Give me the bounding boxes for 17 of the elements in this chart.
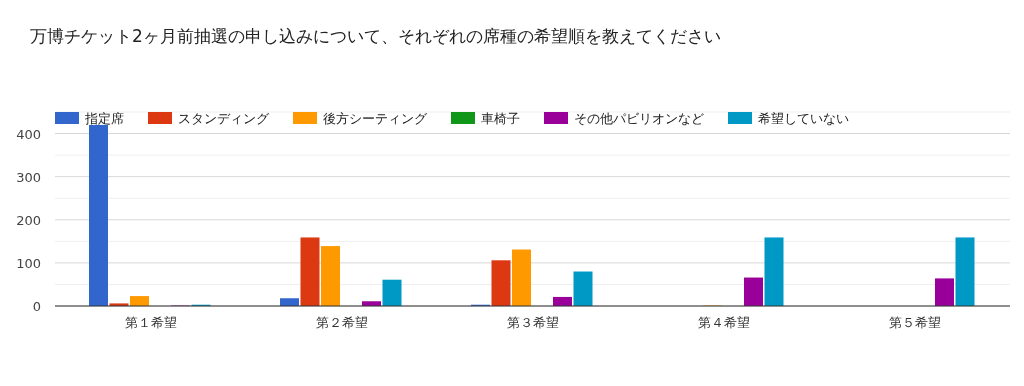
- legend-label: 車椅子: [481, 111, 520, 126]
- legend-label: その他パビリオンなど: [574, 111, 704, 126]
- title: 万博チケット2ヶ月前抽選の申し込みについて、それぞれの席種の希望順を教えてください: [30, 26, 721, 46]
- x-tick-label: 第２希望: [315, 315, 368, 330]
- x-tick-label: 第５希望: [888, 315, 941, 330]
- y-tick-label: 400: [16, 126, 41, 142]
- y-tick-label: 100: [16, 255, 41, 271]
- legend-label: 指定席: [84, 111, 124, 126]
- x-tick-label: 第３希望: [506, 315, 559, 330]
- x-tick-label: 第４希望: [697, 315, 750, 330]
- y-tick-label: 0: [32, 299, 41, 314]
- y-tick-label: 300: [16, 169, 41, 185]
- legend-label: スタンディング: [178, 111, 270, 126]
- x-tick-label: 第１希望: [124, 315, 177, 330]
- y-tick-label: 200: [16, 212, 41, 228]
- legend-label: 後方シーティング: [323, 111, 428, 126]
- legend-label: 希望していない: [758, 111, 849, 126]
